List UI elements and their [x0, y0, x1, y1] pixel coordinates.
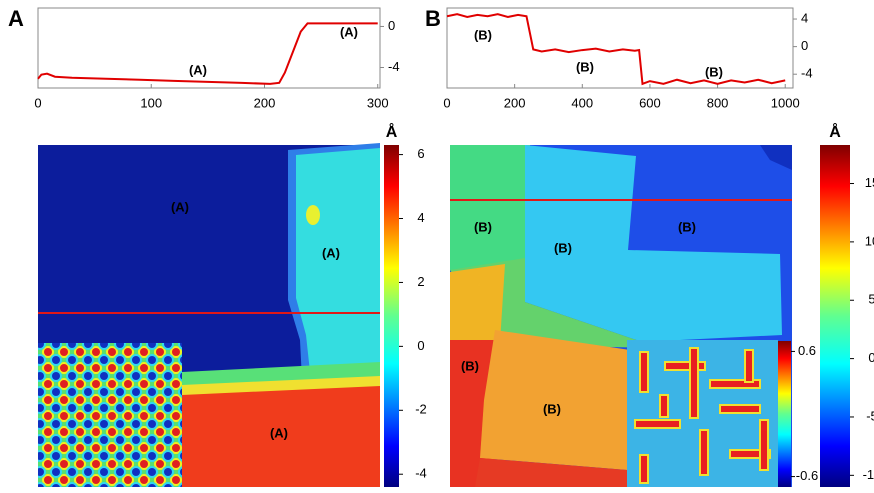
annotation: (B) [576, 59, 594, 74]
inset-features [634, 347, 771, 484]
terrace [760, 145, 792, 170]
profile [446, 13, 786, 86]
colorbar-tick-label: -4 [415, 466, 427, 481]
terrace [525, 145, 782, 348]
colorbar-tick-label: 15 [865, 175, 874, 190]
colorbar-tick-label: 0.6 [798, 343, 816, 358]
terrace [475, 458, 627, 487]
colorbar-tick-label: -0.6 [796, 468, 818, 483]
plot-frame [446, 7, 794, 89]
y-tick-label: 0 [801, 38, 808, 53]
annotation: (B) [554, 240, 572, 255]
annotation: (B) [705, 64, 723, 79]
colorbar [384, 145, 399, 487]
x-tick-label: 200 [254, 95, 276, 110]
colorbar-tick-label: -10 [863, 467, 874, 482]
x-tick-label: 600 [639, 95, 661, 110]
annotation: (B) [678, 219, 696, 234]
terrace [182, 386, 380, 487]
colorbar-label: Å [829, 122, 841, 141]
image-b [450, 145, 792, 487]
image-a [38, 143, 380, 487]
annotation: (A) [171, 199, 189, 214]
x-tick-label: 800 [707, 95, 729, 110]
y-tick-label: -4 [388, 59, 400, 74]
y-tick-label: 4 [801, 10, 808, 25]
terrace [450, 145, 530, 270]
colorbar-tick-label: 0 [868, 350, 874, 365]
profile [37, 22, 378, 85]
inset-image [38, 343, 182, 487]
annotation: (A) [340, 24, 358, 39]
annotation: (B) [474, 219, 492, 234]
colorbar-tick-label: 4 [417, 210, 424, 225]
colorbar-tick-label: 5 [868, 292, 874, 307]
x-tick-label: 400 [571, 95, 593, 110]
terrace [296, 148, 380, 372]
colorbar-tick-label: 6 [417, 146, 424, 161]
y-tick-label: -4 [801, 66, 813, 81]
colorbar [778, 341, 791, 487]
colorbar-label: Å [386, 122, 398, 141]
annotation: (A) [270, 425, 288, 440]
annotation: (A) [189, 62, 207, 77]
colorbar-tick-label: -2 [415, 402, 427, 417]
x-tick-label: 0 [34, 95, 41, 110]
panel-label: B [425, 6, 441, 31]
colorbar-tick-label: 10 [865, 233, 874, 248]
x-tick-label: 200 [504, 95, 526, 110]
terrace [450, 264, 505, 347]
x-tick-label: 1000 [771, 95, 800, 110]
annotation: (B) [461, 358, 479, 373]
panel-label: A [8, 6, 24, 31]
terrace [480, 330, 630, 470]
colorbar-tick-label: 2 [417, 274, 424, 289]
colorbar-tick-label: -5 [866, 408, 874, 423]
annotation: (A) [322, 245, 340, 260]
x-tick-label: 300 [367, 95, 389, 110]
y-tick-label: 0 [388, 18, 395, 33]
x-tick-label: 0 [443, 95, 450, 110]
colorbar-tick-label: 0 [417, 338, 424, 353]
plot-frame [37, 7, 381, 89]
adatom [306, 205, 320, 225]
colorbar [820, 145, 850, 487]
annotation: (B) [474, 27, 492, 42]
x-tick-label: 100 [140, 95, 162, 110]
annotation: (B) [543, 401, 561, 416]
